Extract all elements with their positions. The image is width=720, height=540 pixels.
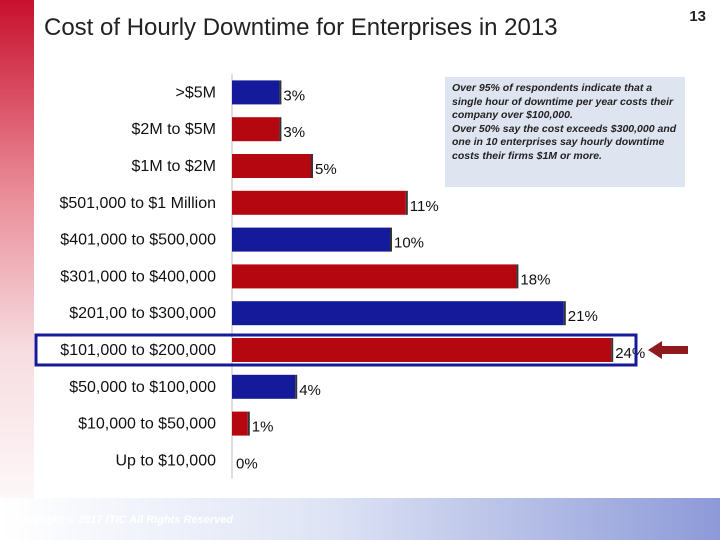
value-label: 11%	[410, 198, 439, 215]
bar	[232, 264, 517, 289]
category-label: $501,000 to $1 Million	[59, 195, 216, 212]
value-label: 5%	[315, 161, 337, 178]
footer-band	[0, 498, 720, 540]
category-label: $401,000 to $500,000	[60, 232, 216, 249]
category-label: $101,000 to $200,000	[60, 342, 216, 359]
bar-end-shadow	[611, 338, 614, 362]
note-line-1: Over 95% of respondents indicate that a …	[452, 82, 674, 122]
bar-end-shadow	[311, 154, 313, 178]
category-label: $2M to $5M	[132, 121, 216, 138]
category-label: $50,000 to $100,000	[69, 379, 216, 396]
bar	[232, 411, 248, 436]
value-label: 21%	[568, 308, 598, 325]
bar-end-shadow	[405, 190, 408, 215]
category-label: $10,000 to $50,000	[78, 416, 216, 433]
note-box: Over 95% of respondents indicate that a …	[445, 77, 685, 187]
note-line-2: Over 50% say the cost exceeds $300,000 a…	[452, 122, 677, 162]
value-label: 4%	[299, 382, 321, 399]
value-label: 10%	[394, 235, 424, 252]
category-label: $1M to $2M	[132, 158, 216, 175]
left-decor-stripe	[0, 0, 34, 540]
value-label: 1%	[252, 419, 274, 436]
category-label: $301,000 to $400,000	[60, 268, 216, 285]
bar	[232, 227, 390, 252]
category-label: Up to $10,000	[115, 452, 216, 469]
bar-end-shadow	[563, 301, 566, 326]
category-label: $201,00 to $300,000	[69, 305, 216, 322]
slide-title: Cost of Hourly Downtime for Enterprises …	[44, 14, 558, 41]
highlight-box	[34, 333, 638, 367]
bar-end-shadow	[516, 264, 519, 289]
page-number: 13	[689, 8, 706, 25]
value-label: 0%	[236, 455, 258, 472]
bar	[232, 338, 612, 362]
bar-end-shadow	[295, 374, 298, 399]
bar	[232, 374, 296, 399]
bar-end-shadow	[279, 117, 282, 142]
value-label: 18%	[520, 271, 550, 288]
category-label: >$5M	[176, 84, 216, 101]
bar-end-shadow	[247, 411, 250, 436]
bar-end-shadow	[279, 80, 282, 105]
value-label: 24%	[615, 345, 645, 362]
value-label: 3%	[283, 124, 305, 141]
bar	[232, 80, 280, 105]
bar	[232, 117, 280, 142]
bar	[232, 190, 406, 215]
value-label: 3%	[283, 87, 305, 104]
bar	[232, 154, 311, 178]
bar	[232, 301, 564, 326]
highlight-arrow-icon	[648, 341, 688, 359]
bar-end-shadow	[390, 227, 392, 252]
copyright-text: Copyright © 2017 ITIC All Rights Reserve…	[12, 514, 234, 526]
